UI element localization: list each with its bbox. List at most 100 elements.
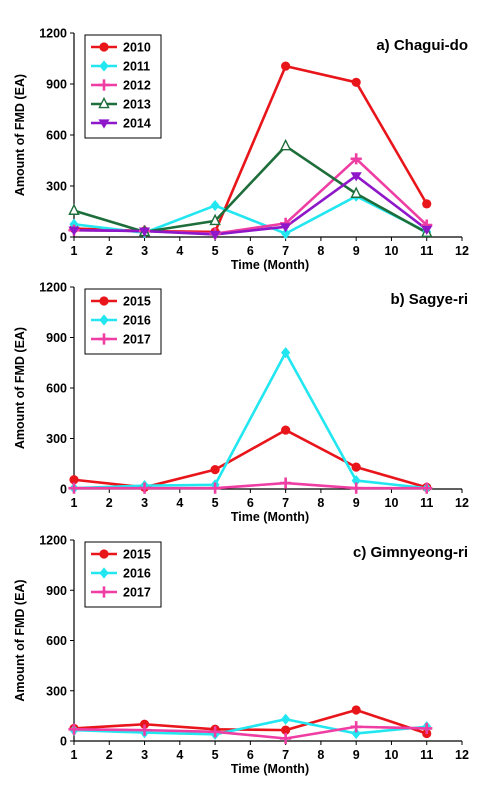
legend-label: 2015 (123, 548, 151, 562)
x-tick-label: 7 (282, 244, 289, 258)
legend-label: 2017 (123, 586, 151, 600)
x-tick-label: 9 (353, 496, 360, 510)
x-tick-label: 11 (420, 748, 433, 762)
legend-box (84, 541, 162, 608)
x-tick-label: 5 (212, 496, 219, 510)
x-tick-label: 3 (141, 244, 148, 258)
data-point-2014 (209, 230, 221, 241)
legend-swatch-marker (99, 296, 109, 306)
x-tick-label: 2 (106, 244, 113, 258)
legend-swatch-marker (98, 333, 110, 345)
data-point-2017 (421, 722, 433, 735)
legend-label: 2012 (123, 79, 151, 93)
x-axis-title: Time (Month) (231, 510, 309, 524)
data-point-2015 (351, 462, 361, 472)
series-line-2015 (73, 708, 428, 735)
y-tick-label: 900 (46, 584, 67, 598)
x-tick-label: 8 (317, 496, 324, 510)
x-tick-label: 1 (71, 496, 78, 510)
data-point-2015 (139, 719, 150, 729)
x-tick-label: 6 (247, 496, 254, 510)
y-axis-title: Amount of FMD (EA) (13, 74, 27, 196)
x-tick-label: 4 (176, 748, 183, 762)
x-tick-label: 10 (385, 244, 399, 258)
legend-swatch-marker (98, 96, 110, 109)
series-line-2016 (73, 717, 427, 736)
x-tick-label: 3 (141, 748, 148, 762)
data-point-2015 (210, 465, 220, 475)
panel-title: a) Chagui-do (376, 37, 468, 54)
x-tick-label: 4 (176, 244, 183, 258)
data-point-2017 (138, 724, 151, 736)
x-tick-label: 9 (353, 244, 360, 258)
series-line-2016 (73, 351, 427, 490)
y-tick-label: 300 (46, 684, 67, 698)
legend-label: 2011 (123, 60, 150, 74)
legend-swatch-marker (99, 42, 109, 52)
data-point-2017 (209, 482, 221, 494)
x-tick-label: 2 (106, 496, 113, 510)
data-point-2011 (210, 199, 220, 212)
data-point-2010 (422, 199, 432, 209)
legend: 2010 2011 2012 2013 2014 (84, 34, 162, 139)
y-tick-label: 1200 (39, 281, 67, 295)
x-tick-label: 2 (106, 748, 113, 762)
y-tick-label: 900 (46, 331, 67, 345)
y-tick-label: 900 (46, 78, 67, 92)
series-line-2012 (73, 157, 428, 235)
data-point-2014 (280, 223, 292, 233)
x-tick-label: 4 (176, 496, 183, 510)
x-tick-label: 7 (282, 496, 289, 510)
y-tick-label: 300 (46, 432, 67, 446)
x-tick-label: 7 (282, 748, 289, 762)
y-tick-label: 0 (60, 483, 67, 497)
data-point-2014 (421, 225, 433, 235)
x-tick-label: 12 (455, 244, 469, 258)
y-tick-label: 0 (60, 735, 67, 749)
x-tick-label: 12 (455, 496, 469, 510)
x-tick-label: 9 (353, 748, 360, 762)
data-point-2016 (281, 713, 291, 725)
legend: 2015 2016 2017 (84, 288, 162, 355)
data-point-2015 (69, 475, 79, 485)
legend-label: 2010 (123, 41, 151, 55)
x-tick-label: 1 (71, 748, 78, 762)
data-point-2017 (68, 723, 80, 735)
data-point-2017 (68, 482, 80, 494)
x-tick-label: 11 (420, 244, 433, 258)
y-tick-label: 1200 (39, 27, 67, 41)
data-point-2014 (350, 172, 362, 182)
y-tick-label: 300 (46, 180, 67, 194)
x-tick-label: 6 (247, 244, 254, 258)
series-line-2017 (73, 725, 427, 740)
series-line-2015 (73, 428, 428, 489)
data-point-2016 (281, 347, 291, 359)
x-tick-label: 5 (212, 748, 219, 762)
legend-label: 2016 (123, 567, 151, 581)
y-axis-title: Amount of FMD (EA) (13, 327, 27, 449)
x-tick-label: 3 (141, 496, 148, 510)
data-point-2014 (68, 226, 80, 236)
x-tick-label: 10 (385, 496, 399, 510)
x-tick-label: 5 (212, 244, 219, 258)
x-tick-label: 8 (317, 748, 324, 762)
x-tick-label: 12 (455, 748, 469, 762)
legend-swatch-marker (99, 60, 109, 72)
legend-label: 2013 (123, 98, 151, 112)
series-line-2017 (74, 481, 427, 490)
legend-label: 2017 (123, 333, 151, 347)
data-point-2017 (350, 721, 362, 733)
series-line-2013 (73, 144, 428, 234)
data-point-2015 (281, 425, 291, 435)
x-axis-title: Time (Month) (231, 762, 309, 776)
y-tick-label: 0 (60, 231, 67, 245)
data-point-2010 (281, 61, 291, 71)
data-point-2017 (421, 482, 433, 494)
y-tick-label: 600 (46, 129, 67, 143)
legend-label: 2015 (123, 295, 151, 309)
data-point-2013 (279, 138, 292, 151)
data-point-2017 (350, 482, 362, 494)
y-tick-label: 1200 (39, 534, 67, 548)
